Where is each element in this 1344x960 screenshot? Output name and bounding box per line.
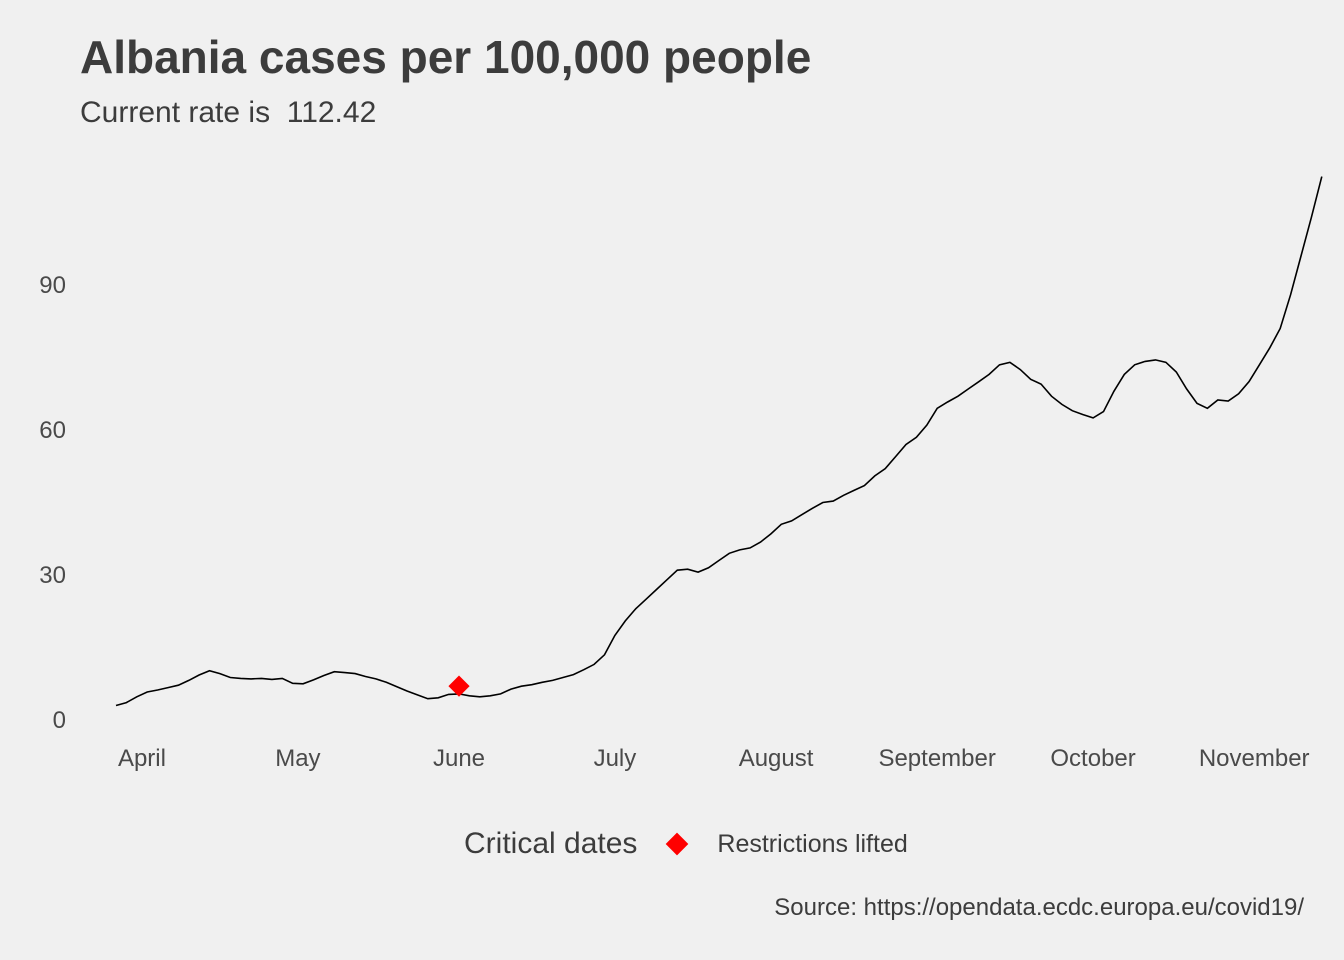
legend-label-restrictions-lifted: Restrictions lifted <box>717 829 908 858</box>
x-tick-label: May <box>275 745 320 772</box>
x-tick-label: August <box>739 745 814 772</box>
legend: Critical dates Restrictions lifted <box>464 824 908 864</box>
chart-title: Albania cases per 100,000 people <box>80 31 812 83</box>
x-tick-label: October <box>1050 745 1135 772</box>
y-tick-label: 90 <box>39 272 66 299</box>
y-tick-label: 60 <box>39 417 66 444</box>
legend-title: Critical dates <box>464 827 638 860</box>
series-line <box>115 176 1323 707</box>
chart-subtitle: Current rate is 112.42 <box>80 96 377 129</box>
legend-diamond-icon <box>657 824 697 864</box>
x-tick-label: September <box>878 745 995 772</box>
x-axis: April May June July August September October No… <box>118 745 1310 772</box>
x-tick-label: July <box>594 745 637 772</box>
y-tick-label: 30 <box>39 562 66 589</box>
critical-date-markers <box>448 675 470 697</box>
marker-restrictions-lifted <box>448 675 470 697</box>
source-caption: Source: https://opendata.ecdc.europa.eu/… <box>774 894 1304 921</box>
x-tick-label: November <box>1199 745 1310 772</box>
x-tick-label: June <box>433 745 485 772</box>
x-tick-label: April <box>118 745 166 772</box>
y-tick-label: 0 <box>53 707 66 734</box>
y-axis: 0 30 60 90 <box>39 272 66 734</box>
